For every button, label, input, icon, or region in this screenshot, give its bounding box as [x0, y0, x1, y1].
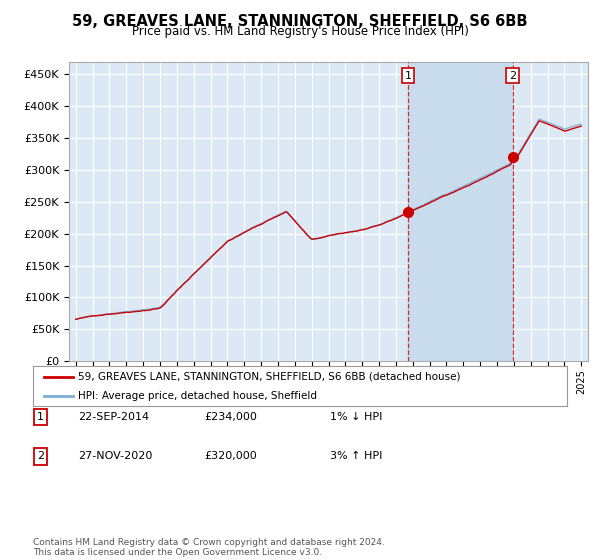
Text: £320,000: £320,000 [204, 451, 257, 461]
Text: 59, GREAVES LANE, STANNINGTON, SHEFFIELD, S6 6BB: 59, GREAVES LANE, STANNINGTON, SHEFFIELD… [72, 14, 528, 29]
Text: 2: 2 [509, 71, 516, 81]
Bar [408, 62, 512, 361]
Text: 27-NOV-2020: 27-NOV-2020 [78, 451, 152, 461]
Text: HPI: Average price, detached house, Sheffield: HPI: Average price, detached house, Shef… [79, 391, 317, 401]
Text: 1: 1 [405, 71, 412, 81]
Text: Price paid vs. HM Land Registry's House Price Index (HPI): Price paid vs. HM Land Registry's House … [131, 25, 469, 38]
Text: Contains HM Land Registry data © Crown copyright and database right 2024.
This d: Contains HM Land Registry data © Crown c… [33, 538, 385, 557]
Text: 2: 2 [37, 451, 44, 461]
Text: £234,000: £234,000 [204, 412, 257, 422]
Text: 1: 1 [37, 412, 44, 422]
Text: 3% ↑ HPI: 3% ↑ HPI [330, 451, 382, 461]
Text: 59, GREAVES LANE, STANNINGTON, SHEFFIELD, S6 6BB (detached house): 59, GREAVES LANE, STANNINGTON, SHEFFIELD… [79, 372, 461, 382]
Text: 1% ↓ HPI: 1% ↓ HPI [330, 412, 382, 422]
Text: 22-SEP-2014: 22-SEP-2014 [78, 412, 149, 422]
